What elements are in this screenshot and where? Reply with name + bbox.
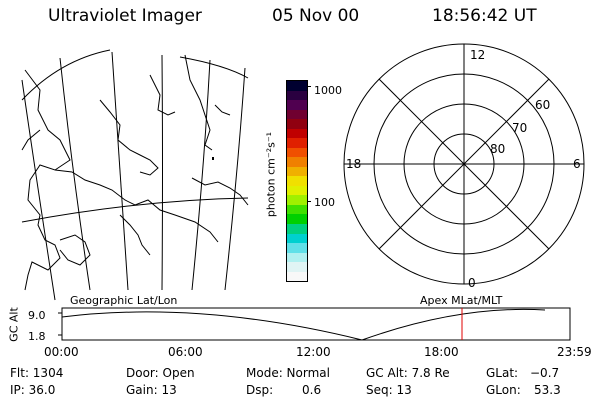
glat-value: −0.7 xyxy=(530,366,560,380)
colorbar-segment xyxy=(287,223,307,234)
colorbar-segment xyxy=(287,166,307,177)
glat-label: GLat: xyxy=(486,366,519,380)
dsp-label: Dsp: xyxy=(246,383,274,397)
colorbar-segment xyxy=(287,204,307,215)
colorbar-segment xyxy=(287,138,307,148)
colorbar-segment xyxy=(287,176,307,186)
colorbar-segment xyxy=(287,90,307,101)
mlt-label-18: 18 xyxy=(346,157,362,171)
colorbar-segment xyxy=(287,119,307,129)
geographic-panel-label: Geographic Lat/Lon xyxy=(70,294,178,307)
colorbar-segment xyxy=(287,185,307,196)
lat-label-80: 80 xyxy=(490,142,506,156)
colorbar-segment xyxy=(287,128,307,139)
mlt-label-0: 0 xyxy=(468,276,476,290)
glon-label: GLon: xyxy=(486,383,521,397)
colorbar-segment xyxy=(287,109,307,120)
colorbar-tick-1000: 1000 xyxy=(314,84,342,97)
flight-number: Flt: 1304 xyxy=(10,366,64,380)
glon-value: 53.3 xyxy=(534,383,561,397)
colorbar-segment xyxy=(287,271,307,282)
gc-altitude: GC Alt: 7.8 Re xyxy=(366,366,450,380)
lat-label-60: 60 xyxy=(535,98,551,112)
lat-label-70: 70 xyxy=(512,121,528,135)
timeline-xtick-1200: 12:00 xyxy=(296,345,331,359)
sequence-number: Seq: 13 xyxy=(366,383,412,397)
colorbar-segment xyxy=(287,100,307,110)
door-status: Door: Open xyxy=(126,366,195,380)
date-label: 05 Nov 00 xyxy=(272,6,360,26)
app-title: Ultraviolet Imager xyxy=(48,6,202,26)
timeline-xtick-0000: 00:00 xyxy=(44,345,79,359)
timeline-ytick-bottom: 1.8 xyxy=(28,330,46,343)
mlt-label-6: 6 xyxy=(573,157,581,171)
mlt-label-12: 12 xyxy=(470,48,486,62)
colorbar-segment xyxy=(287,252,307,263)
colorbar-segment xyxy=(287,81,307,91)
colorbar-segment xyxy=(287,243,307,253)
colorbar-segment xyxy=(287,147,307,158)
colorbar-segment xyxy=(287,233,307,244)
colorbar-segment xyxy=(287,262,307,272)
colorbar-segment xyxy=(287,157,307,167)
dsp-value: 0.6 xyxy=(302,383,322,397)
colorbar-tick-100: 100 xyxy=(314,196,335,209)
colorbar-tick-mark xyxy=(307,201,311,202)
apex-panel-label: Apex MLat/MLT xyxy=(420,294,503,307)
gain-value: Gain: 13 xyxy=(126,383,177,397)
timeline-xtick-0600: 06:00 xyxy=(168,345,203,359)
timeline-xtick-2359: 23:59 xyxy=(557,345,592,359)
timeline-ytick-top: 9.0 xyxy=(28,309,46,322)
color-bar xyxy=(286,80,308,282)
colorbar-segment xyxy=(287,214,307,224)
timeline-xtick-1800: 18:00 xyxy=(424,345,459,359)
time-label: 18:56:42 UT xyxy=(432,6,537,26)
colorbar-tick-mark xyxy=(307,86,311,87)
ip-value: IP: 36.0 xyxy=(10,383,56,397)
mode-value: Mode: Normal xyxy=(246,366,330,380)
colorbar-segment xyxy=(287,195,307,205)
